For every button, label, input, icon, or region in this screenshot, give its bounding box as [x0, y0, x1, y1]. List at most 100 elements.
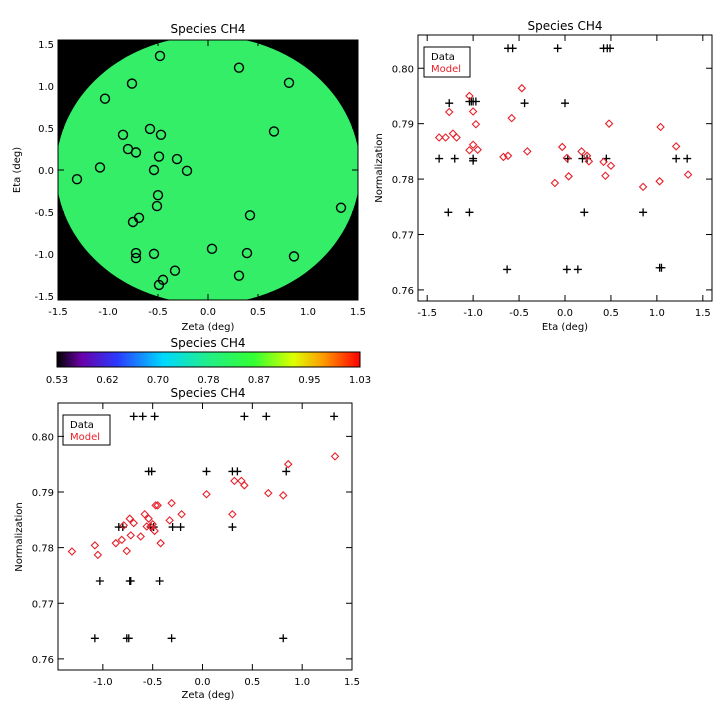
colorbar-tick-label: 0.87 — [248, 375, 270, 386]
eta-model-point — [564, 172, 573, 181]
zeta-data-point — [124, 634, 133, 643]
eta-y-tick-label: 0.78 — [392, 175, 414, 186]
eta-model-point — [473, 145, 482, 154]
map-point — [169, 265, 181, 276]
map-x-tick-label: -1.0 — [98, 307, 118, 318]
eta-model-point — [465, 145, 474, 155]
eta-data-point — [469, 156, 478, 165]
zeta-data-point — [168, 523, 177, 532]
eta-model-point — [584, 157, 594, 166]
map-point — [154, 50, 166, 62]
map-point — [181, 165, 193, 177]
eta-data-point — [562, 265, 571, 274]
colorbar-tick-label: 0.53 — [46, 375, 68, 386]
map-point — [130, 252, 142, 264]
zeta-data-point — [228, 523, 237, 532]
eta-model-point — [517, 83, 527, 93]
map-x-tick-label: -0.5 — [148, 307, 168, 318]
eta-data-point — [435, 154, 444, 163]
eta-data-point — [444, 208, 453, 217]
zeta-model-point — [240, 481, 249, 490]
zeta-model-point — [283, 459, 293, 469]
map-panel: Species CH4 Zeta (deg) Eta (deg) -1.5 -1.… — [12, 22, 366, 333]
eta-y-label: Normalization — [374, 133, 385, 203]
zeta-legend-box — [62, 414, 111, 446]
eta-model-point — [503, 151, 513, 161]
map-point — [283, 77, 295, 88]
map-point — [94, 162, 106, 173]
map-point — [148, 248, 160, 260]
zeta-model-point — [90, 541, 100, 550]
eta-model-point — [448, 129, 458, 138]
eta-x-tick-label: -0.5 — [509, 308, 529, 319]
map-point — [127, 216, 139, 228]
eta-data-point — [573, 265, 582, 274]
map-point — [153, 279, 165, 291]
eta-legend-data: Data — [431, 52, 455, 63]
zeta-x-tick-label: -1.0 — [93, 677, 113, 688]
map-point — [171, 153, 183, 165]
zeta-model-point — [117, 535, 127, 545]
eta-data-point — [508, 44, 517, 53]
map-point — [206, 243, 218, 255]
zeta-data-point — [279, 634, 288, 643]
eta-model-point — [550, 178, 560, 188]
map-x-tick-label: -1.5 — [48, 307, 68, 318]
zeta-x-tick-label: 0.0 — [195, 677, 211, 688]
map-point — [268, 126, 280, 137]
zeta-data-point — [147, 467, 156, 476]
zeta-model-point — [119, 521, 129, 530]
eta-model-point — [499, 152, 508, 162]
eta-model-point — [638, 182, 648, 192]
eta-data-point — [606, 44, 615, 53]
zeta-model-point — [67, 547, 77, 556]
zeta-legend-model: Model — [70, 432, 100, 443]
eta-data-point — [553, 44, 562, 53]
map-point — [233, 270, 245, 281]
eta-model-point — [465, 91, 474, 101]
map-point — [117, 129, 129, 140]
eta-x-tick-label: 0.0 — [557, 308, 573, 319]
zeta-model-point — [150, 526, 159, 536]
eta-legend-model: Model — [431, 64, 461, 75]
map-y-tick-label: -0.5 — [34, 208, 54, 219]
map-y-tick-label: -1.0 — [34, 250, 54, 261]
map-disk — [58, 40, 358, 300]
zeta-data-point — [233, 467, 242, 476]
zeta-title: Species CH4 — [170, 386, 245, 400]
eta-model-point — [606, 161, 616, 171]
zeta-model-point — [111, 538, 121, 548]
map-point — [144, 123, 156, 135]
zeta-model-point — [126, 531, 136, 540]
zeta-data-point — [262, 412, 271, 421]
eta-data-point — [683, 154, 692, 163]
colorbar-tick-label: 1.03 — [349, 375, 371, 386]
map-point — [71, 174, 83, 185]
zeta-model-point — [228, 509, 237, 519]
eta-panel: Species CH4 Eta (deg) Normalization Data… — [374, 19, 713, 333]
zeta-model-point — [140, 509, 149, 519]
zeta-data-point — [95, 577, 104, 585]
map-point — [99, 93, 111, 104]
map-y-label: Eta (deg) — [12, 147, 23, 193]
zeta-data-point — [155, 577, 164, 585]
eta-y-tick-label: 0.79 — [392, 120, 414, 131]
zeta-model-point — [330, 452, 340, 461]
zeta-data-point — [138, 412, 147, 421]
eta-x-tick-label: 1.5 — [695, 308, 711, 319]
map-y-tick-label: 1.0 — [38, 82, 54, 93]
map-point — [126, 78, 138, 89]
eta-data-point — [657, 263, 666, 272]
zeta-y-tick-label: 0.77 — [32, 599, 54, 610]
map-point — [288, 251, 300, 262]
zeta-y-label: Normalization — [14, 502, 25, 572]
map-point — [148, 164, 160, 176]
colorbar: Species CH4 0.53 0.62 0.70 0.78 0.87 0.95 1.03 — [46, 336, 371, 386]
eta-model-point — [441, 133, 450, 142]
eta-model-point — [523, 147, 532, 156]
zeta-data-point — [282, 467, 291, 476]
eta-model-point — [604, 119, 614, 128]
eta-model-point — [601, 171, 610, 181]
map-y-tick-label: -1.5 — [34, 292, 54, 303]
eta-model-point — [507, 113, 516, 123]
